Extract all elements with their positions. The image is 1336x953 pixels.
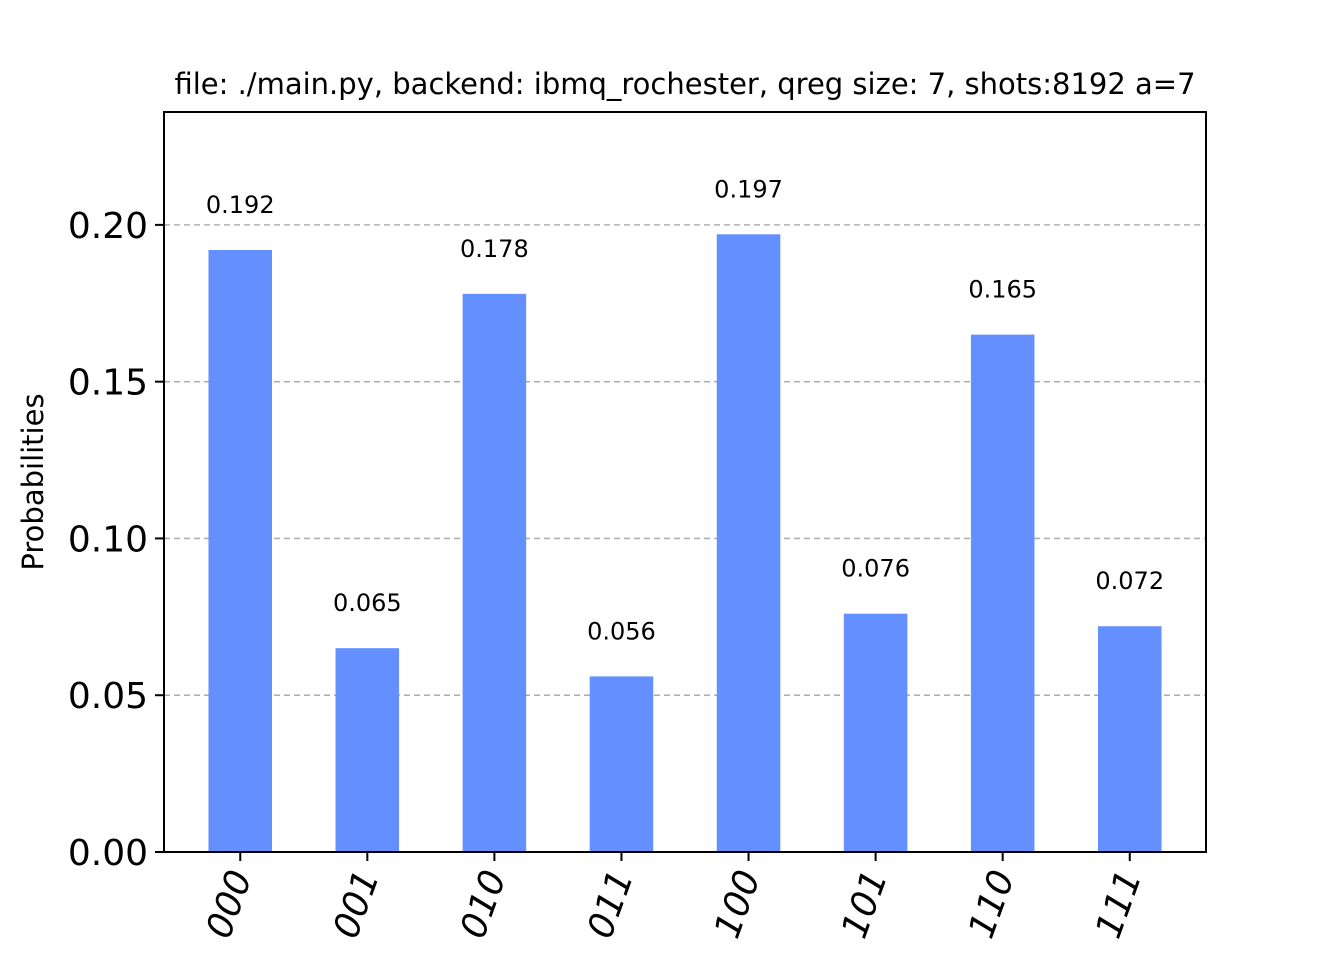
bar-111 xyxy=(1097,626,1162,852)
plot-frame xyxy=(163,111,1207,853)
bar-110 xyxy=(970,334,1035,853)
y-axis-ticks: 0.00 0.05 0.10 0.15 0.20 xyxy=(68,206,164,874)
bars xyxy=(208,234,1162,853)
y-tick-label: 0.00 xyxy=(68,833,148,874)
bar-value-label: 0.178 xyxy=(460,235,529,263)
bar-value-label: 0.192 xyxy=(206,191,275,219)
bar-value-label: 0.165 xyxy=(968,276,1037,304)
bar-value-label: 0.065 xyxy=(333,589,402,617)
bar-101 xyxy=(843,613,908,852)
bar-value-label: 0.056 xyxy=(587,617,656,645)
y-tick-label: 0.05 xyxy=(68,676,148,717)
grid-lines xyxy=(164,224,1206,697)
bar-001 xyxy=(335,648,400,852)
y-axis-label: Probabilities xyxy=(16,393,50,570)
bar-011 xyxy=(589,676,654,852)
x-tick-label: 100 xyxy=(707,865,769,944)
x-tick-label: 111 xyxy=(1088,865,1150,944)
y-tick-label: 0.20 xyxy=(68,206,148,247)
bar-100 xyxy=(716,234,781,852)
bar-010 xyxy=(462,293,527,853)
x-axis-ticks: 000 001 010 011 100 101 110 111 xyxy=(199,852,1150,944)
bar-value-label: 0.076 xyxy=(841,555,910,583)
y-tick-label: 0.15 xyxy=(68,363,148,404)
x-tick-label: 011 xyxy=(580,865,642,944)
x-tick-label: 001 xyxy=(326,865,388,944)
bar-000 xyxy=(208,249,273,853)
x-tick-label: 000 xyxy=(199,865,261,944)
y-tick-label: 0.10 xyxy=(68,519,148,560)
bar-value-label: 0.072 xyxy=(1095,567,1164,595)
value-labels: 0.192 0.065 0.178 0.056 0.197 0.076 0.165 0.072 xyxy=(206,175,1164,645)
bar-value-label: 0.197 xyxy=(714,175,783,203)
x-tick-label: 110 xyxy=(961,865,1023,944)
chart-title: file: ./main.py, backend: ibmq_rochester… xyxy=(174,67,1195,101)
x-tick-label: 101 xyxy=(834,865,896,944)
x-tick-label: 010 xyxy=(453,865,515,944)
